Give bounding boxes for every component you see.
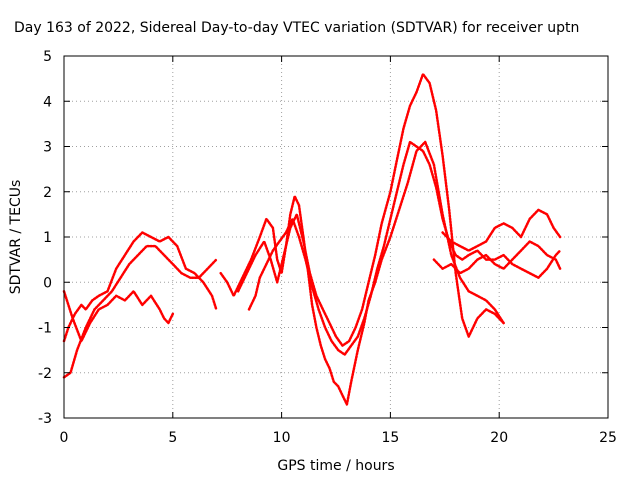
y-tick-label: 2 [43,185,52,201]
x-tick-label: 20 [490,430,508,446]
x-tick-label: 15 [381,430,399,446]
data-series-group [62,72,562,406]
x-tick-label: 5 [168,430,177,446]
chart-title: Day 163 of 2022, Sidereal Day-to-day VTE… [14,20,579,36]
y-tick-label: 4 [43,94,52,110]
data-series-track-2 [62,244,218,379]
x-tick-label: 25 [599,430,617,446]
data-series-track-3 [62,290,175,343]
x-tick-label: 10 [273,430,291,446]
tick-labels: 0 5 10 15 20 25 -3 -2 -1 0 1 2 3 4 5 [38,49,617,446]
data-series-track-8 [432,240,562,275]
data-series-track-1 [62,231,218,343]
y-tick-label: -1 [38,321,52,337]
grid [64,56,608,418]
data-series-track-4 [219,140,505,406]
y-tick-label: 3 [43,140,52,156]
y-tick-label: -2 [38,366,52,382]
axis-ticks [63,55,609,419]
y-axis-label: SDTVAR / TECUs [8,180,24,295]
y-tick-label: 0 [43,275,52,291]
data-series-track-5 [236,72,505,347]
y-tick-label: -3 [38,411,52,427]
data-series-track-6 [247,140,562,356]
data-series-track-7 [441,208,562,252]
x-tick-label: 0 [60,430,69,446]
x-axis-label: GPS time / hours [277,458,394,474]
y-tick-label: 5 [43,49,52,65]
y-tick-label: 1 [43,230,52,246]
